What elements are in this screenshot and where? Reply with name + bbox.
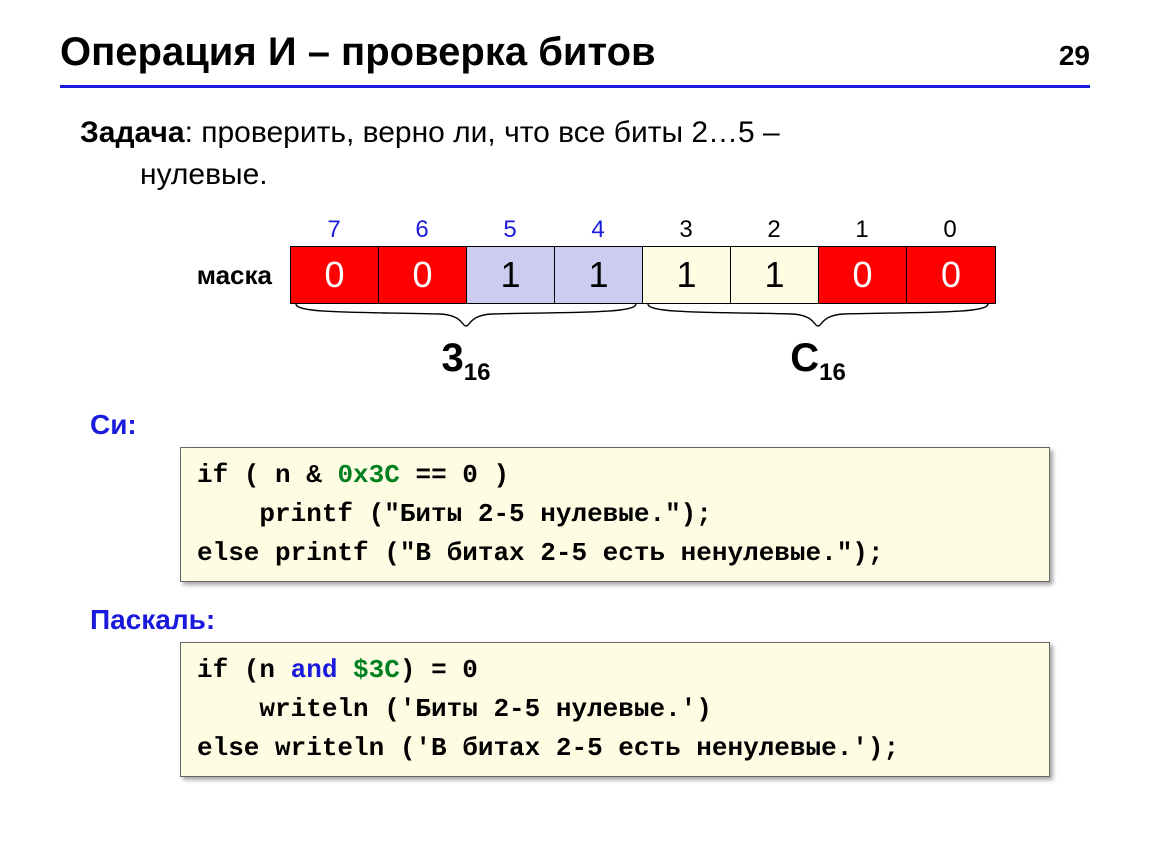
- bit-cell: 1: [731, 247, 819, 303]
- mask-label: маска: [160, 260, 290, 291]
- hex-right-main: C: [790, 336, 819, 380]
- bit-cell: 0: [819, 247, 907, 303]
- task-text: Задача: проверить, верно ли, что все бит…: [80, 112, 1090, 196]
- header-row: Операция И – проверка битов 29: [60, 30, 1090, 75]
- bit-header: 0: [906, 216, 994, 244]
- bit-header: 6: [378, 216, 466, 244]
- p-line2: writeln ('Биты 2-5 нулевые.'): [197, 694, 712, 724]
- bit-header: 2: [730, 216, 818, 244]
- page-number: 29: [1059, 40, 1090, 72]
- bit-row: маска 00111100: [160, 246, 1090, 304]
- bit-cell: 1: [643, 247, 731, 303]
- pascal-label: Паскаль:: [90, 604, 1090, 636]
- bit-header: 5: [466, 216, 554, 244]
- bit-header: 3: [642, 216, 730, 244]
- c-line1-hex: 0x3C: [337, 460, 399, 490]
- bit-headers-row: 76543210: [290, 216, 1090, 244]
- pascal-code-block: if (n and $3C) = 0 writeln ('Биты 2-5 ну…: [180, 642, 1050, 777]
- hex-left-main: 3: [442, 336, 464, 380]
- c-line1-pre: if ( n &: [197, 460, 337, 490]
- bit-cells: 00111100: [290, 246, 996, 304]
- slide: Операция И – проверка битов 29 Задача: п…: [0, 0, 1150, 797]
- task-body-1: : проверить, верно ли, что все биты 2…5 …: [185, 116, 780, 149]
- brace-left-icon: [290, 302, 642, 332]
- bit-cell: 1: [555, 247, 643, 303]
- hex-right: C16: [642, 336, 994, 387]
- bit-cell: 0: [907, 247, 995, 303]
- bit-header: 1: [818, 216, 906, 244]
- bit-header: 4: [554, 216, 642, 244]
- hex-left: 316: [290, 336, 642, 387]
- hex-row: 316 C16: [290, 336, 1090, 387]
- bit-cell: 0: [379, 247, 467, 303]
- c-code-block: if ( n & 0x3C == 0 ) printf ("Биты 2-5 н…: [180, 447, 1050, 582]
- p-line1-hex: $3C: [353, 655, 400, 685]
- p-line1-kw: and: [291, 655, 338, 685]
- bit-cell: 0: [291, 247, 379, 303]
- title-divider: [60, 85, 1090, 88]
- c-line3: else printf ("В битах 2-5 есть ненулевые…: [197, 538, 884, 568]
- p-line3: else writeln ('В битах 2-5 есть ненулевы…: [197, 733, 899, 763]
- task-label: Задача: [80, 116, 185, 149]
- bit-header: 7: [290, 216, 378, 244]
- hex-left-sub: 16: [464, 359, 491, 386]
- p-line1-post: ) = 0: [400, 655, 478, 685]
- c-line1-post: == 0 ): [400, 460, 509, 490]
- c-label: Си:: [90, 409, 1090, 441]
- slide-title: Операция И – проверка битов: [60, 30, 656, 75]
- braces-row: [290, 302, 1090, 332]
- p-line1-mid: [337, 655, 353, 685]
- bit-table-area: 76543210 маска 00111100 316: [160, 216, 1090, 387]
- brace-right-icon: [642, 302, 994, 332]
- brace-right: [642, 302, 994, 332]
- bit-cell: 1: [467, 247, 555, 303]
- p-line1-pre: if (n: [197, 655, 291, 685]
- c-line2: printf ("Биты 2-5 нулевые.");: [197, 499, 712, 529]
- task-body-2: нулевые.: [140, 154, 1090, 196]
- hex-right-sub: 16: [819, 359, 846, 386]
- brace-left: [290, 302, 642, 332]
